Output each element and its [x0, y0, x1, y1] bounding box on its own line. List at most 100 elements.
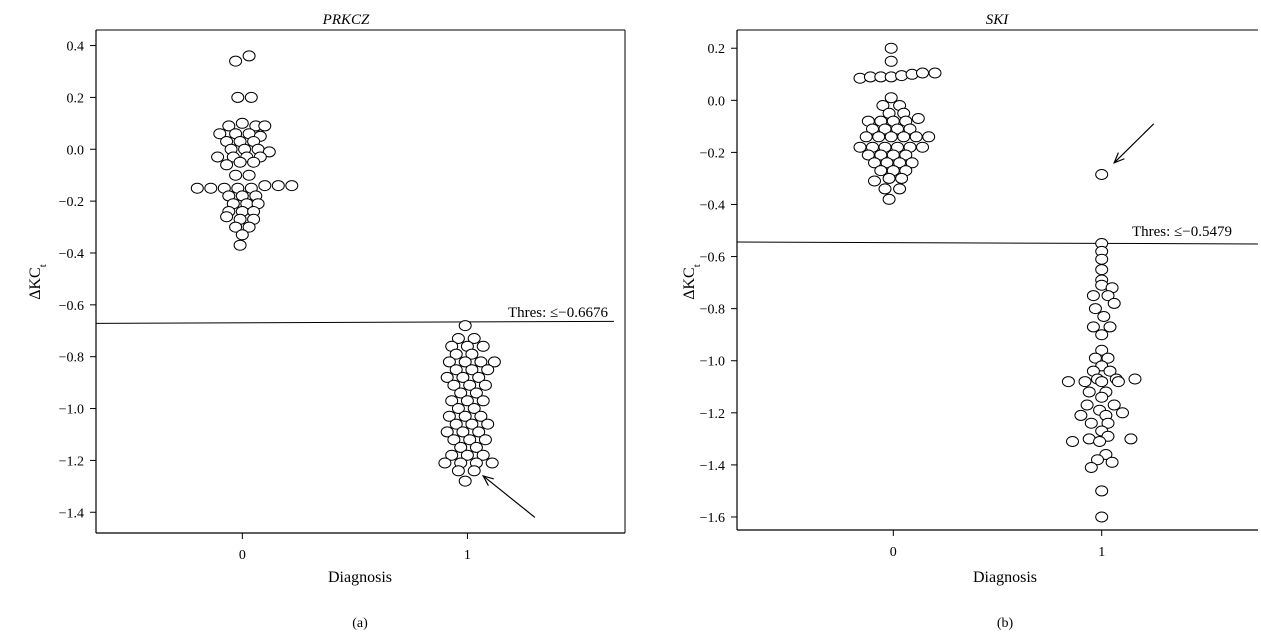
x-tick-label: 0: [890, 545, 897, 560]
data-point: [1095, 253, 1109, 265]
y-tick-label: −0.8: [700, 303, 725, 318]
data-point: [467, 333, 481, 344]
data-point: [481, 364, 495, 376]
y-tick-label: −0.6: [59, 299, 84, 314]
data-point: [211, 151, 225, 163]
data-point: [880, 157, 894, 169]
threshold-line: [95, 320, 615, 324]
y-ticks: 0.4 0.2 0.0 −0.2 −0.4 −0.6 −0.8 −1.0 −1.2 −1.4: [59, 40, 96, 521]
data-point: [1084, 417, 1098, 429]
data-point: [442, 356, 456, 368]
data-point: [222, 120, 236, 132]
panel-label: (b): [997, 616, 1014, 631]
arrow-shaft: [482, 475, 536, 518]
data-point: [474, 356, 488, 368]
data-point: [204, 182, 218, 194]
y-tick-label: 0.0: [67, 143, 85, 158]
data-point: [487, 356, 501, 368]
data-point: [884, 55, 898, 67]
data-point: [229, 55, 243, 67]
y-tick-label: −0.4: [700, 198, 725, 213]
panel-label: (a): [352, 616, 368, 631]
y-tick-label: −1.2: [59, 454, 84, 469]
chart-title: PRKCZ: [322, 12, 370, 28]
data-point: [1103, 365, 1117, 377]
data-point: [1088, 352, 1102, 364]
data-point: [244, 91, 258, 103]
y-tick-label: 0.2: [67, 91, 85, 106]
panel-b-ski: SKI 0.2 0.0 −0.2 −0.4 −0.6 −0.8 −1.0 −1.2 −1.4 −1…: [681, 12, 1259, 631]
data-point: [463, 434, 477, 446]
annotation-arrow: [1113, 123, 1155, 164]
data-point: [1103, 321, 1117, 333]
data-point: [485, 457, 499, 469]
data-point: [1095, 264, 1109, 276]
y-tick-label: −0.4: [59, 247, 84, 262]
threshold-line: [736, 241, 1259, 245]
data-point: [1074, 409, 1088, 421]
data-point: [233, 156, 247, 168]
data-point: [458, 475, 472, 487]
data-point: [1105, 456, 1119, 468]
data-point: [469, 441, 483, 453]
data-point: [1086, 290, 1100, 302]
data-point: [882, 172, 896, 184]
data-point: [922, 131, 936, 143]
data-point: [440, 426, 454, 438]
data-point: [853, 141, 867, 153]
data-point: [884, 92, 898, 104]
data-point: [859, 131, 873, 143]
data-point: [905, 157, 919, 169]
data-point: [262, 146, 276, 158]
data-point: [456, 426, 470, 438]
data-point: [874, 165, 888, 177]
data-point: [242, 221, 256, 233]
data-point: [440, 371, 454, 383]
data-point: [878, 183, 892, 195]
data-point: [1086, 321, 1100, 333]
data-point: [903, 123, 917, 135]
data-point: [442, 410, 456, 422]
data-point: [454, 387, 468, 399]
data-point: [463, 379, 477, 391]
panel-a-prkcz: PRKCZ 0.4 0.2 0.0 −0.2 −0.4 −0.6 −0.8 −1.0 −1.2 −…: [27, 12, 626, 631]
data-point: [1095, 511, 1109, 523]
data-point: [445, 449, 459, 461]
data-point: [458, 356, 472, 368]
data-point: [868, 175, 881, 187]
data-point: [1066, 436, 1079, 447]
data-point: [1107, 297, 1121, 309]
data-point: [213, 128, 227, 140]
data-point: [190, 182, 204, 194]
data-point: [1095, 329, 1109, 341]
data-point: [235, 229, 249, 241]
y-axis-label: ΔKCt: [681, 264, 703, 300]
x-tick-label: 0: [239, 548, 246, 563]
y-tick-label: −0.8: [59, 351, 84, 366]
data-point: [476, 449, 490, 461]
data-point: [458, 410, 472, 422]
data-point: [460, 449, 474, 461]
data-point: [476, 340, 490, 352]
data-point: [481, 418, 495, 430]
x-axis-label: Diagnosis: [328, 569, 392, 586]
data-point: [242, 169, 256, 181]
data-point: [476, 395, 490, 407]
data-point: [451, 333, 465, 344]
data-point: [1095, 391, 1109, 403]
data-point: [1101, 417, 1115, 429]
y-tick-label: −1.6: [700, 511, 725, 526]
arrow-head: [481, 474, 494, 486]
data-point: [447, 379, 461, 391]
data-point: [465, 364, 479, 376]
y-tick-label: −0.2: [700, 146, 725, 161]
data-points: [853, 42, 1142, 523]
data-point: [1088, 303, 1102, 315]
data-point: [1101, 290, 1115, 302]
data-point: [893, 183, 907, 195]
data-point: [1084, 462, 1098, 473]
data-point: [1095, 376, 1109, 388]
data-point: [1097, 311, 1111, 322]
